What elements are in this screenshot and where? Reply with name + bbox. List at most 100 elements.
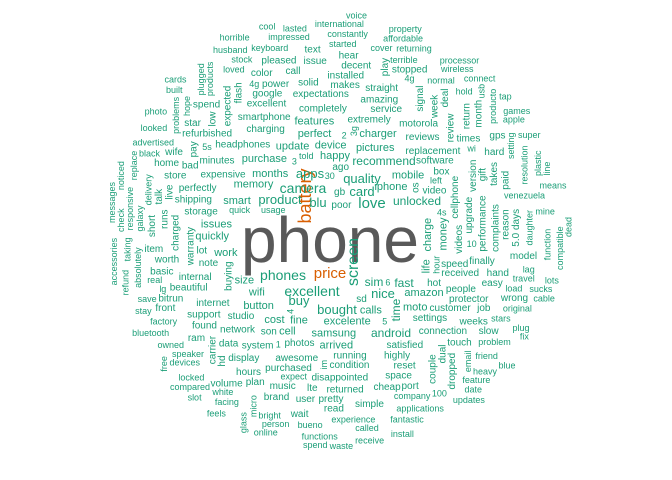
word-gps: gps: [489, 131, 505, 142]
word-normal: normal: [427, 76, 455, 86]
word-responsive: responsive: [125, 187, 135, 231]
word-stay: stay: [135, 306, 152, 316]
word-lag: lag: [523, 264, 535, 274]
word-feels: feels: [207, 408, 227, 418]
word-expected: expected: [223, 86, 234, 127]
word-glass: glass: [238, 412, 248, 434]
word-sucks: sucks: [529, 284, 553, 294]
word-owned: owned: [158, 340, 185, 350]
word-refurbished: refurbished: [182, 128, 232, 139]
word-expect: expect: [281, 372, 308, 382]
word-apple: apple: [503, 115, 525, 125]
word-dual: dual: [437, 345, 448, 364]
word-condition: condition: [329, 360, 369, 371]
word-home: home: [154, 158, 179, 169]
word-fast: fast: [394, 276, 414, 290]
word-original: original: [503, 304, 532, 314]
word-problems: problems: [171, 96, 181, 134]
word-bright: bright: [258, 410, 281, 420]
word-amazon: amazon: [404, 287, 443, 299]
word-fix: fix: [520, 331, 530, 341]
word-blue: blue: [499, 360, 516, 370]
word-5: 5: [382, 317, 387, 327]
word-fantastic: fantastic: [390, 415, 424, 425]
word-messages: messages: [107, 182, 117, 224]
word-runs: runs: [160, 210, 171, 229]
word-mobile: mobile: [392, 170, 424, 182]
word-setting: setting: [506, 132, 516, 159]
word-loved: loved: [223, 65, 245, 75]
word-month: month: [474, 100, 485, 128]
word-check: check: [116, 208, 126, 232]
word-model: model: [510, 251, 537, 262]
word-smart: smart: [223, 195, 251, 207]
word-upgrade: upgrade: [464, 196, 475, 233]
word-item: item: [144, 244, 163, 255]
word-takes: takes: [489, 162, 500, 186]
word-hot: hot: [427, 278, 441, 289]
word-quick: quick: [229, 205, 251, 215]
word-lte: lte: [307, 383, 318, 394]
word-performance: performance: [477, 195, 488, 252]
word-motorola: motorola: [399, 118, 438, 129]
word-screen: screen: [345, 238, 362, 286]
word-return: return: [461, 103, 472, 129]
word-husband: husband: [213, 45, 248, 55]
word-gift: gift: [477, 168, 488, 182]
word-real: real: [147, 275, 162, 285]
word-black: black: [139, 148, 161, 158]
word-easy: easy: [482, 278, 503, 289]
word-cheap: cheap: [373, 382, 401, 393]
word-iphone: iphone: [374, 181, 407, 193]
word-wife: wife: [164, 147, 183, 158]
word-photos: photos: [284, 338, 314, 349]
word-brand: brand: [264, 392, 290, 403]
word-solid: solid: [298, 78, 319, 89]
word-size: size: [235, 275, 255, 287]
word-charge: charge: [422, 218, 434, 252]
word-volume: volume: [210, 379, 243, 390]
word-wait: wait: [290, 409, 309, 420]
word-customer: customer: [430, 303, 472, 314]
word-impressed: impressed: [268, 32, 310, 42]
word-refund: refund: [120, 270, 130, 296]
word-internal: internal: [179, 272, 212, 283]
word-install: install: [391, 429, 414, 439]
word-installed: installed: [327, 71, 364, 82]
word-pretty: pretty: [318, 394, 343, 405]
word-returned: returned: [326, 384, 363, 395]
word-bueno: bueno: [298, 420, 323, 430]
word-fine: fine: [290, 315, 308, 327]
word-disappointed: disappointed: [311, 373, 368, 384]
word-slot: slot: [188, 392, 203, 402]
word-studio: studio: [228, 311, 255, 322]
word-life: life: [421, 259, 433, 273]
word-running: running: [333, 350, 366, 361]
word-samsung: samsung: [312, 328, 357, 340]
word-4: 4: [286, 309, 296, 314]
word-plastic: plastic: [533, 150, 543, 176]
word-lot: lot: [196, 245, 207, 256]
word-talk: talk: [154, 188, 165, 205]
word-30: 30: [325, 171, 335, 181]
word-line: line: [542, 162, 552, 176]
word-problem: problem: [478, 337, 511, 347]
word-called: called: [355, 423, 379, 433]
word-excellent: excellent: [284, 283, 339, 299]
word-property: property: [389, 24, 423, 34]
word-4g: 4g: [405, 74, 415, 84]
word-keyboard: keyboard: [251, 43, 288, 53]
word-stock: stock: [231, 55, 253, 65]
word-plan: plan: [246, 377, 265, 388]
word-save: save: [138, 294, 157, 304]
word-reason: reason: [501, 209, 512, 240]
word-im: im: [319, 360, 329, 370]
word-heavy: heavy: [473, 367, 498, 377]
word-issues: issues: [201, 219, 233, 231]
word-dropped: dropped: [447, 353, 458, 390]
word-speaker: speaker: [172, 349, 204, 359]
word-expensive: expensive: [201, 170, 246, 181]
word-box: box: [433, 167, 449, 178]
